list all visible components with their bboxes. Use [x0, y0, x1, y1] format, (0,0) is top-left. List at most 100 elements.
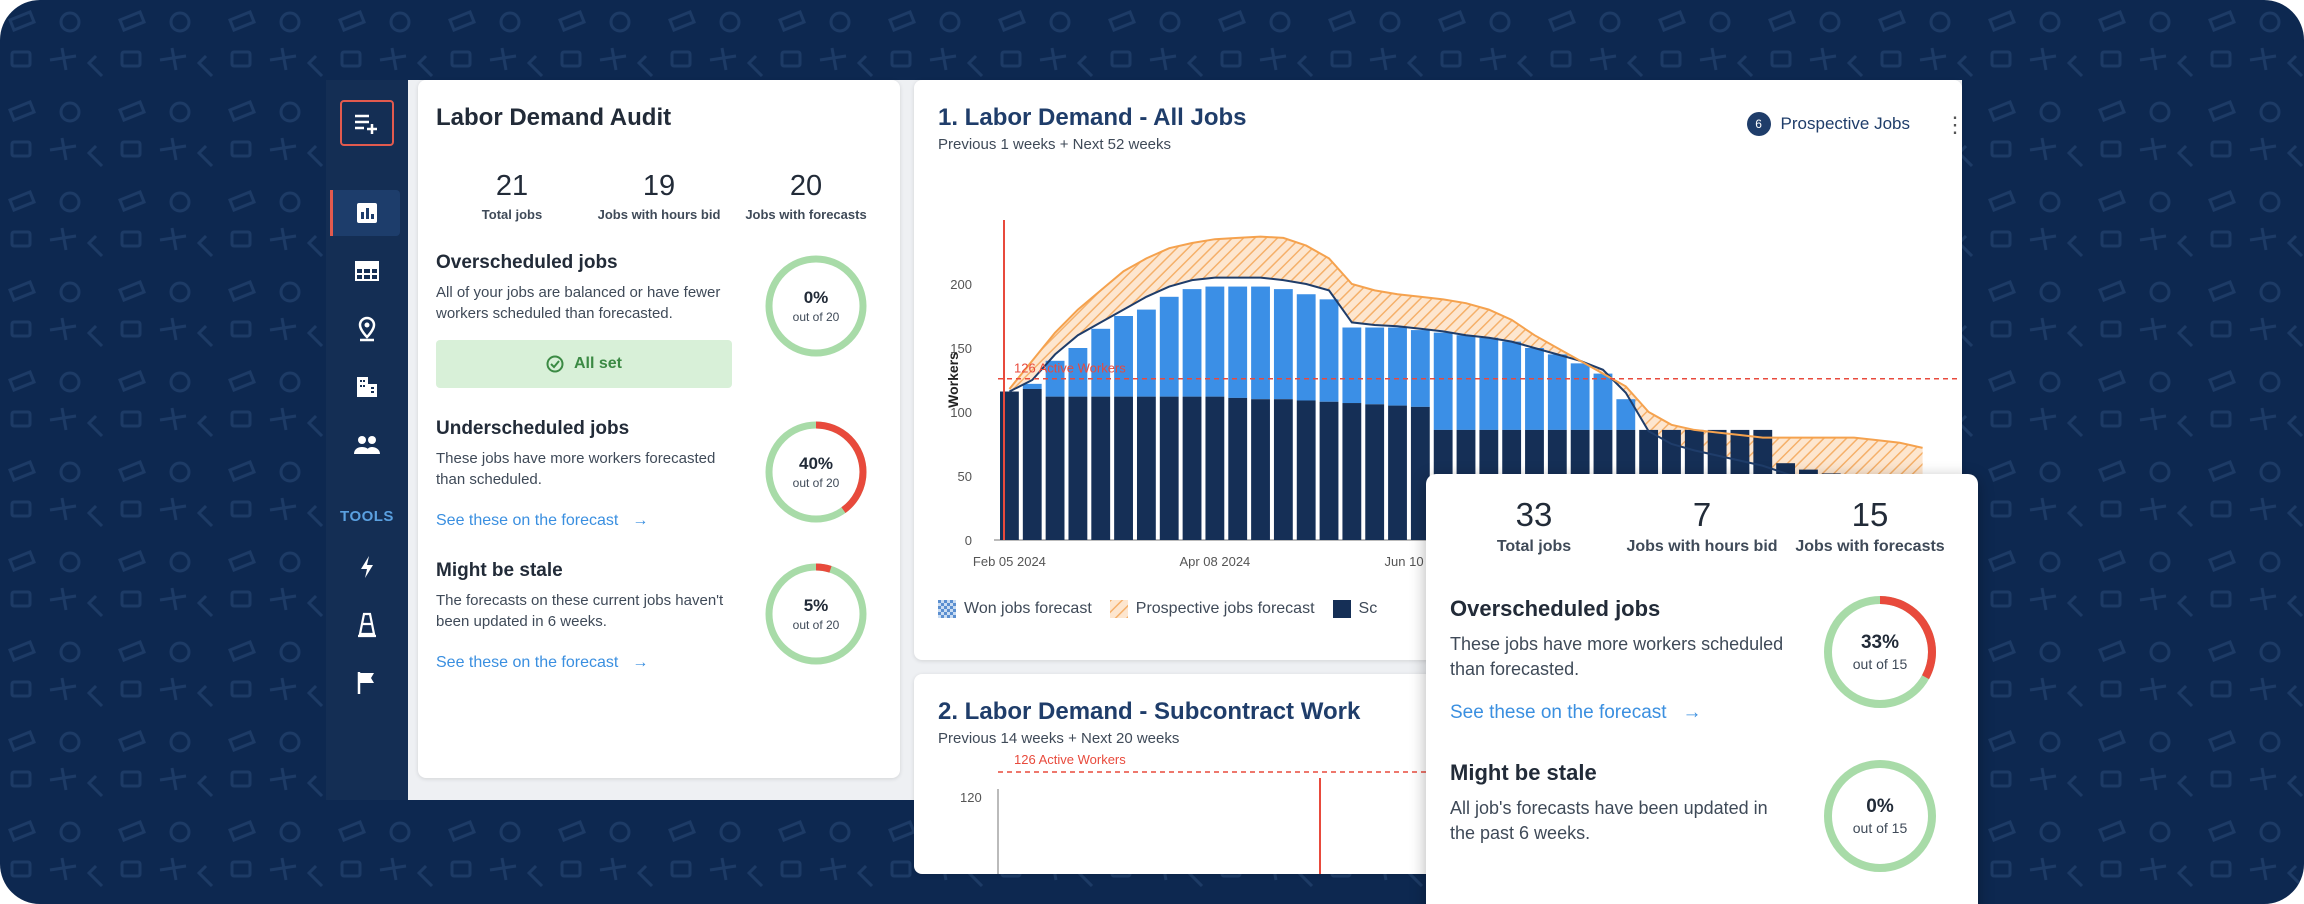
progress-ring: 0% out of 15	[1820, 756, 1940, 876]
won-forecast-bar	[1114, 316, 1133, 397]
ring-percent: 40%	[798, 454, 834, 473]
underscheduled-section: Underscheduled jobs These jobs have more…	[436, 418, 882, 530]
y-axis-label: Workers	[945, 352, 961, 408]
progress-arc	[765, 563, 867, 665]
see-forecast-link[interactable]: See these on the forecast →	[1450, 702, 1954, 724]
arrow-right-icon: →	[632, 512, 649, 529]
won-forecast-bar	[1296, 294, 1316, 401]
arrow-right-icon: →	[632, 654, 649, 671]
ring-percent: 33%	[1860, 632, 1900, 653]
scheduled-bar	[1000, 391, 1019, 540]
sidebar-item-buildings[interactable]	[340, 364, 394, 410]
prospective-count-badge: 6	[1746, 112, 1771, 136]
progress-ring: 5% out of 20	[762, 560, 870, 668]
playlist-add-icon	[355, 114, 377, 134]
stat-jobs-hours-bid: 19 Jobs with hours bid	[589, 170, 729, 222]
stat-value: 20	[789, 170, 823, 202]
y-tick-label: 120	[960, 790, 982, 805]
section-text: These jobs have more workers forecasted …	[436, 450, 716, 488]
sidebar-item-dashboard[interactable]	[330, 190, 400, 236]
active-workers-label: 126 Active Workers	[1014, 361, 1126, 376]
ring-subtext: out of 15	[1852, 820, 1908, 836]
sidebar-item-bolt[interactable]	[340, 544, 394, 590]
won-forecast-bar	[1251, 286, 1270, 400]
won-forecast-bar	[1547, 354, 1567, 430]
sidebar-item-map[interactable]	[340, 306, 394, 352]
stat-label: Jobs with forecasts	[745, 207, 867, 222]
legend-label: Prospective jobs forecast	[1135, 600, 1315, 617]
ring-percent: 0%	[803, 288, 829, 307]
won-forecast-bar	[1456, 335, 1476, 430]
ring-subtext: out of 20	[792, 618, 840, 632]
prospective-label: Prospective Jobs	[1780, 114, 1910, 133]
ring-percent: 0%	[1866, 796, 1894, 817]
location-pin-icon	[358, 316, 376, 342]
sidebar-item-cone[interactable]	[340, 602, 394, 648]
section-title: Underscheduled jobs	[436, 418, 630, 439]
all-set-button[interactable]: All set	[436, 340, 732, 388]
y-tick-label: 0	[965, 533, 972, 548]
won-forecast-bar	[1570, 363, 1590, 430]
stat-total-jobs: 21 Total jobs	[442, 170, 582, 222]
section-text: The forecasts on these current jobs have…	[436, 592, 724, 630]
section-title: Might be stale	[436, 560, 563, 581]
see-forecast-link[interactable]: See these on the forecast →	[436, 654, 882, 672]
y-tick-label: 200	[950, 277, 972, 292]
link-label: See these on the forecast	[436, 654, 619, 671]
legend-item-prospective[interactable]: Prospective jobs forecast	[1109, 600, 1315, 618]
section-text: All of your jobs are balanced or have fe…	[436, 284, 721, 322]
chart-subtitle: Previous 14 weeks + Next 20 weeks	[938, 730, 1180, 747]
progress-ring: 33% out of 15	[1820, 592, 1940, 712]
forecast-total-line	[1008, 276, 1923, 516]
sidebar: TOOLS	[326, 80, 408, 800]
scheduled-bar	[1136, 396, 1156, 540]
won-forecast-bar	[1068, 348, 1088, 397]
scheduled-bar	[1388, 405, 1407, 540]
scheduled-bar	[1205, 396, 1225, 540]
progress-ring: 40% out of 20	[762, 418, 870, 526]
scheduled-bar	[1045, 396, 1065, 540]
won-forecast-bar	[1022, 383, 1042, 389]
y-tick-label: 150	[950, 341, 972, 356]
stat-jobs-forecasts: 15 Jobs with forecasts	[1790, 496, 1950, 556]
new-item-button[interactable]	[340, 100, 394, 146]
scheduled-bar	[1182, 396, 1202, 540]
stat-value: 7	[1692, 496, 1712, 533]
won-forecast-bar	[1433, 332, 1453, 430]
won-forecast-bar	[1319, 299, 1339, 402]
section-title: Overscheduled jobs	[1450, 596, 1661, 621]
legend-swatch	[938, 600, 956, 618]
chart-title: 1. Labor Demand - All Jobs	[938, 104, 1247, 131]
legend-item-scheduled[interactable]: Sc	[1332, 600, 1378, 618]
check-circle-icon	[546, 355, 564, 373]
stat-value: 15	[1851, 496, 1889, 533]
stale-section: Might be stale The forecasts on these cu…	[436, 560, 882, 672]
active-workers-label: 126 Active Workers	[1014, 752, 1126, 767]
stat-label: Jobs with forecasts	[1795, 538, 1945, 555]
link-label: See these on the forecast	[1450, 702, 1667, 723]
y-tick-label: 100	[950, 405, 972, 420]
scheduled-bar	[1114, 396, 1133, 540]
legend-item-won[interactable]: Won jobs forecast	[938, 600, 1092, 618]
sidebar-item-table[interactable]	[340, 248, 394, 294]
legend-swatch	[1109, 600, 1128, 618]
x-tick-label: Apr 08 2024	[1179, 554, 1250, 569]
prospective-jobs-toggle[interactable]: 6 Prospective Jobs	[1746, 112, 1910, 136]
ring-subtext: out of 20	[792, 310, 840, 324]
all-set-label: All set	[573, 355, 622, 372]
ring-subtext: out of 15	[1852, 656, 1908, 672]
x-tick-label: Feb 05 2024	[973, 554, 1046, 569]
sidebar-item-people[interactable]	[340, 422, 394, 468]
ring-percent: 5%	[803, 596, 829, 615]
audit-stats: 21 Total jobs 19 Jobs with hours bid 20 …	[436, 170, 882, 222]
more-options-icon[interactable]	[1944, 112, 1966, 138]
scheduled-bar	[1091, 396, 1111, 540]
sidebar-item-flag[interactable]	[340, 660, 394, 706]
stat-jobs-hours-bid: 7 Jobs with hours bid	[1622, 496, 1782, 556]
arrow-right-icon: →	[1682, 702, 1702, 723]
section-text: All job's forecasts have been updated in…	[1450, 798, 1768, 843]
see-forecast-link[interactable]: See these on the forecast →	[436, 512, 882, 530]
legend-label: Sc	[1358, 600, 1378, 617]
progress-arc	[765, 421, 867, 523]
